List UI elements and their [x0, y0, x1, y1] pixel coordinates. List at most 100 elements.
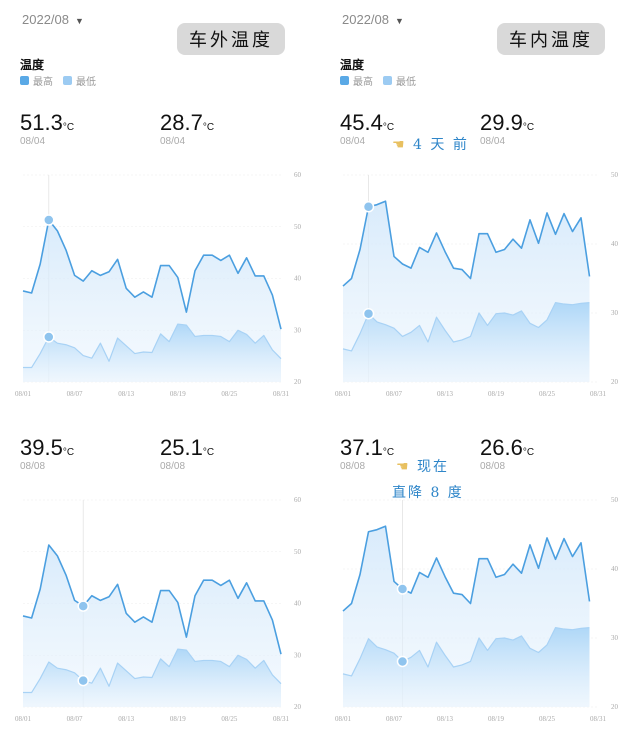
min-date: 08/08 — [160, 461, 186, 472]
legend-title: 温度 — [340, 58, 365, 72]
unit: °C — [202, 122, 215, 133]
annotation: ☚ 4 天 前 — [392, 134, 469, 154]
series-line-high — [342, 200, 591, 287]
max-date: 08/04 — [20, 136, 46, 147]
series-area-low — [343, 302, 590, 382]
x-tick-label: 08/01 — [335, 390, 351, 398]
x-tick-label: 08/13 — [437, 715, 453, 723]
x-tick-label: 08/07 — [386, 715, 402, 723]
x-tick-label: 08/19 — [488, 715, 504, 723]
legend-swatch-low — [63, 76, 72, 85]
unit: °C — [202, 447, 215, 458]
unit: °C — [382, 447, 395, 458]
unit: °C — [522, 122, 535, 133]
month-selector[interactable]: 2022/08 ▼ — [342, 12, 404, 27]
annotation-text: 现在 — [417, 459, 450, 475]
highlight-point — [362, 307, 375, 320]
x-tick-label: 08/19 — [170, 715, 186, 723]
y-tick-label: 50 — [294, 548, 302, 556]
y-tick-label: 50 — [611, 171, 619, 179]
x-tick-label: 08/07 — [386, 390, 402, 398]
legend-low: 最低 — [396, 77, 416, 88]
series-line-high — [22, 544, 282, 655]
min-readout: 28.7°C 08/04 — [160, 110, 214, 147]
annotation-line2: 直降 8 度 — [392, 485, 464, 501]
highlight-point — [362, 200, 375, 213]
x-tick-label: 08/31 — [273, 390, 289, 398]
max-value: 39.5 — [20, 435, 63, 460]
max-date: 08/04 — [340, 136, 366, 147]
y-tick-label: 50 — [611, 496, 619, 504]
y-tick-label: 30 — [294, 326, 302, 334]
highlight-point — [396, 583, 409, 595]
max-readout: 39.5°C 08/08 — [20, 435, 74, 472]
caret-down-icon: ▼ — [75, 16, 84, 26]
min-date: 08/04 — [480, 136, 506, 147]
pointing-hand-icon: ☚ — [392, 137, 407, 153]
highlight-point — [43, 331, 55, 343]
x-tick-label: 08/25 — [539, 390, 555, 398]
y-tick-label: 20 — [611, 703, 619, 711]
month-selector[interactable]: 2022/08 ▼ — [22, 12, 84, 27]
y-tick-label: 20 — [294, 378, 302, 386]
x-tick-label: 08/13 — [118, 390, 134, 398]
min-value: 29.9 — [480, 110, 523, 135]
min-value: 26.6 — [480, 435, 523, 460]
min-value: 28.7 — [160, 110, 203, 135]
y-tick-label: 30 — [294, 651, 302, 659]
y-tick-label: 40 — [294, 600, 302, 608]
series-line-high — [342, 525, 591, 612]
legend-low: 最低 — [76, 77, 96, 88]
series-line-low — [23, 648, 282, 694]
x-tick-label: 08/07 — [67, 390, 83, 398]
min-date: 08/08 — [480, 461, 506, 472]
x-tick-label: 08/07 — [67, 715, 83, 723]
max-readout: 45.4°C 08/04 — [340, 110, 394, 147]
annotation-text: 4 天 前 — [413, 137, 469, 153]
series-line-low — [23, 323, 282, 369]
max-value: 37.1 — [340, 435, 383, 460]
legend-title: 温度 — [20, 58, 45, 72]
x-tick-label: 08/31 — [590, 715, 606, 723]
y-tick-label: 40 — [611, 240, 619, 248]
y-tick-label: 30 — [611, 309, 619, 317]
highlight-point — [43, 214, 55, 226]
unit: °C — [382, 122, 395, 133]
caret-down-icon: ▼ — [395, 16, 404, 26]
max-date: 08/08 — [340, 461, 366, 472]
y-tick-label: 50 — [294, 223, 302, 231]
series-line-high — [22, 219, 282, 330]
y-tick-label: 60 — [294, 496, 302, 504]
y-tick-label: 20 — [294, 703, 302, 711]
unit: °C — [62, 122, 75, 133]
legend: 最高 最低 — [340, 73, 416, 88]
month-label: 2022/08 — [342, 12, 389, 27]
max-readout: 37.1°C 08/08 — [340, 435, 394, 472]
series-area-low — [343, 627, 590, 707]
y-tick-label: 40 — [611, 565, 619, 573]
x-tick-label: 08/25 — [221, 390, 237, 398]
highlight-point — [396, 655, 409, 668]
y-tick-label: 60 — [294, 171, 302, 179]
series-line-low — [342, 627, 590, 677]
min-value: 25.1 — [160, 435, 203, 460]
x-tick-label: 08/01 — [15, 715, 31, 723]
min-readout: 25.1°C 08/08 — [160, 435, 214, 472]
legend-high: 最高 — [353, 77, 373, 88]
inside-temp-badge: 车内温度 — [497, 23, 605, 55]
x-tick-label: 08/13 — [437, 390, 453, 398]
y-tick-label: 40 — [294, 275, 302, 283]
x-tick-label: 08/31 — [273, 715, 289, 723]
legend-swatch-high — [340, 76, 349, 85]
unit: °C — [522, 447, 535, 458]
legend: 最高 最低 — [20, 73, 96, 88]
x-tick-label: 08/13 — [118, 715, 134, 723]
x-tick-label: 08/19 — [170, 390, 186, 398]
annotation: ☚ 现在 — [396, 456, 449, 476]
pointing-hand-icon: ☚ — [396, 459, 411, 475]
max-value: 51.3 — [20, 110, 63, 135]
max-value: 45.4 — [340, 110, 383, 135]
month-label: 2022/08 — [22, 12, 69, 27]
